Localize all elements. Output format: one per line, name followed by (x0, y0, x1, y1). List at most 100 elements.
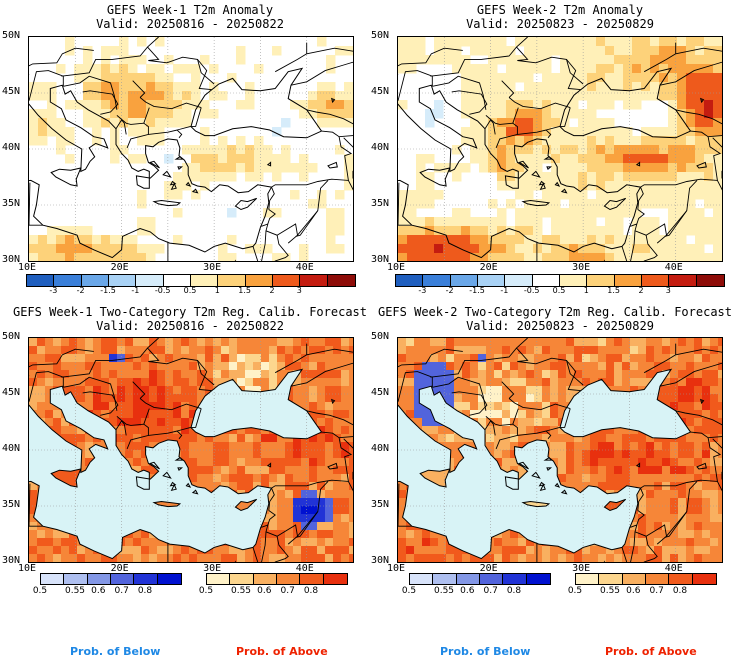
colorbar-swatch (450, 275, 478, 286)
colorbar-label: 1 (214, 286, 220, 295)
lon-label: 30E (203, 262, 222, 273)
colorbar-label: 2 (269, 286, 275, 295)
above-colorbar-week2 (575, 573, 717, 585)
colorbar-swatch (641, 275, 670, 286)
colorbar-label: 0.8 (506, 586, 522, 596)
below-colorbar-week1 (40, 573, 182, 585)
colorbar-swatch (157, 574, 181, 584)
map-canvas (29, 37, 353, 261)
country-borders (29, 37, 353, 261)
colorbar-swatch (300, 275, 328, 286)
map-canvas (398, 338, 722, 562)
colorbar-label: 0.55 (230, 586, 252, 596)
colorbar-swatch (218, 275, 246, 286)
colorbar-swatch (614, 275, 642, 286)
week2-probability-map (397, 337, 723, 563)
prob-above-label-week2: Prob. of Above (605, 645, 697, 658)
lon-label: 30E (572, 262, 591, 273)
colorbar-label: -3 (418, 286, 427, 295)
colorbar-swatch (323, 574, 347, 584)
colorbar-swatch (163, 275, 191, 286)
colorbar-label: 0.6 (626, 586, 641, 596)
colorbar-swatch (136, 275, 164, 286)
lat-label: 40N (2, 443, 21, 454)
lat-label: 40N (371, 443, 390, 454)
lon-label: 40E (295, 563, 314, 574)
panel4-title: GEFS Week-2 Two-Category T2m Reg. Calib.… (377, 305, 732, 319)
lat-label: 30N (371, 555, 390, 566)
colorbar-swatch (532, 275, 560, 286)
colorbar-label: 0.5 (198, 586, 214, 596)
colorbar-swatch (669, 574, 693, 584)
colorbar-swatch (587, 275, 615, 286)
colorbar-label: 0.8 (137, 586, 153, 596)
colorbar-swatch (692, 574, 716, 584)
colorbar-label: 0.6 (91, 586, 106, 596)
colorbar-swatch (207, 574, 231, 584)
colorbar-label: -2 (76, 286, 85, 295)
colorbar-swatch (410, 574, 434, 584)
colorbar-label: -0.5 (154, 286, 171, 295)
panel1-valid: Valid: 20250816 - 20250822 (96, 17, 284, 31)
colorbar-swatch (696, 275, 724, 286)
week2-anomaly-map (397, 36, 723, 262)
colorbar-swatch (645, 574, 670, 584)
coastlines (29, 67, 353, 261)
colorbar-swatch (27, 275, 55, 286)
lat-label: 50N (2, 331, 21, 342)
country-borders (29, 338, 353, 562)
lat-label: 30N (371, 254, 390, 265)
colorbar-swatch (300, 574, 324, 584)
panel3-valid: Valid: 20250816 - 20250822 (96, 319, 284, 333)
lon-label: 20E (479, 563, 498, 574)
map-canvas (29, 338, 353, 562)
colorbar-label: -1 (500, 286, 509, 295)
colorbar-label: -1 (131, 286, 140, 295)
lon-label: 10E (18, 262, 37, 273)
colorbar-label: -0.5 (523, 286, 540, 295)
colorbar-swatch (245, 275, 273, 286)
colorbar-swatch (505, 275, 533, 286)
panel3-title: GEFS Week-1 Two-Category T2m Reg. Calib.… (12, 305, 367, 319)
colorbar-label: 0.6 (257, 586, 272, 596)
colorbar-label: 0.7 (649, 586, 664, 596)
colorbar-swatch (622, 574, 646, 584)
colorbar-label: 1.5 (238, 286, 252, 295)
lat-label: 35N (371, 499, 390, 510)
colorbar-label: 0.8 (303, 586, 319, 596)
colorbar-label: 0.55 (433, 586, 455, 596)
lat-label: 35N (2, 499, 21, 510)
lat-label: 45N (371, 387, 390, 398)
anomaly-colorbar-week2 (395, 274, 725, 287)
lon-label: 30E (572, 563, 591, 574)
colorbar-swatch (54, 275, 82, 286)
colorbar-swatch (559, 275, 588, 286)
lon-label: 40E (664, 262, 683, 273)
below-colorbar-week2 (409, 573, 551, 585)
colorbar-label: 1 (583, 286, 589, 295)
panel4-valid: Valid: 20250823 - 20250829 (466, 319, 654, 333)
colorbar-swatch (230, 574, 254, 584)
lat-label: 50N (371, 331, 390, 342)
lon-label: 30E (203, 563, 222, 574)
colorbar-label: 0.6 (460, 586, 475, 596)
prob-below-label-week1: Prob. of Below (70, 645, 161, 658)
colorbar-swatch (276, 574, 301, 584)
lat-label: 35N (371, 198, 390, 209)
coastlines (398, 67, 722, 261)
coastlines (29, 368, 353, 562)
map-canvas (398, 37, 722, 261)
colorbar-swatch (327, 275, 355, 286)
colorbar-swatch (81, 275, 109, 286)
lon-label: 10E (18, 563, 37, 574)
colorbar-swatch (576, 574, 600, 584)
colorbar-label: 0.55 (64, 586, 86, 596)
lat-label: 50N (2, 30, 21, 41)
colorbar-swatch (108, 275, 137, 286)
colorbar-label: 0.5 (32, 586, 48, 596)
panel1-title: GEFS Week-1 T2m Anomaly (106, 3, 274, 17)
lat-label: 40N (371, 142, 390, 153)
colorbar-label: 3 (665, 286, 671, 295)
country-borders (398, 37, 722, 261)
colorbar-swatch (87, 574, 111, 584)
